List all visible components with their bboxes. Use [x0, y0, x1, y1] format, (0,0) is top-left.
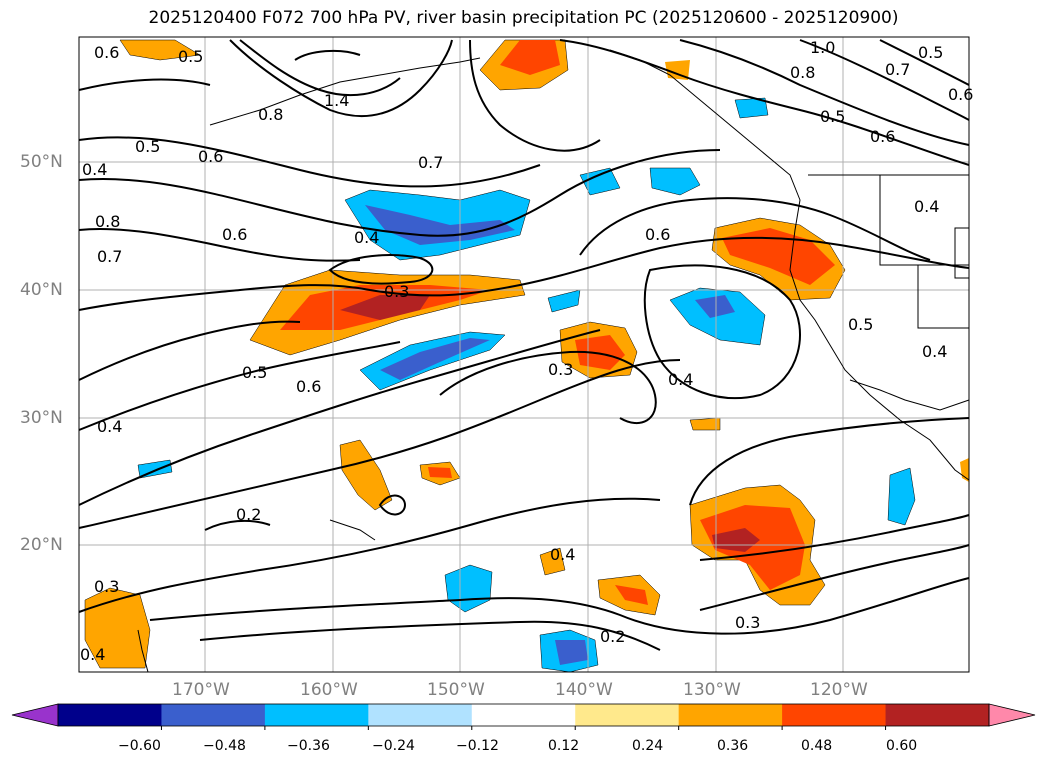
- contour-label: 0.4: [354, 228, 379, 247]
- contour-label: 0.6: [296, 377, 321, 396]
- contour-label: 0.3: [735, 613, 760, 632]
- contour-label: 0.8: [258, 105, 283, 124]
- precip-area: [712, 528, 760, 552]
- contour-label: 0.6: [198, 147, 223, 166]
- colorbar-tick-label: 0.24: [632, 738, 664, 754]
- contour-label: 0.2: [236, 505, 261, 524]
- contour-label: 0.5: [848, 315, 873, 334]
- lon-label: 170°W: [172, 680, 230, 700]
- contour-label: 0.8: [790, 63, 815, 82]
- map-title: 2025120400 F072 700 hPa PV, river basin …: [148, 8, 899, 28]
- colorbar-segment: [264, 704, 369, 726]
- contour-label: 0.7: [97, 247, 122, 266]
- contour-label: 0.6: [948, 85, 973, 104]
- contour-label: 1.0: [810, 38, 835, 57]
- lat-label: 50°N: [20, 152, 63, 172]
- colorbar-extend-high: [988, 703, 1036, 727]
- colorbar-segment: [782, 704, 887, 726]
- precip-area: [615, 585, 648, 605]
- contour-label: 0.5: [135, 137, 160, 156]
- precip-area: [340, 295, 430, 320]
- lon-label: 130°W: [683, 680, 741, 700]
- contour-label: 0.8: [95, 212, 120, 231]
- lat-label: 20°N: [20, 535, 63, 555]
- contour-label: 0.6: [94, 43, 119, 62]
- contour-label: 0.3: [548, 360, 573, 379]
- contour-label: 1.4: [324, 91, 349, 110]
- colorbar-tick-label: −0.60: [118, 738, 161, 754]
- contour-label: 0.4: [80, 645, 105, 664]
- contour-labels: 0.6 0.5 1.0 0.8 0.7 0.5 0.6 1.4 0.8 0.5 …: [80, 38, 973, 664]
- contour-label: 0.4: [914, 197, 939, 216]
- lon-label: 140°W: [555, 680, 613, 700]
- lon-label: 120°W: [810, 680, 868, 700]
- precip-area: [428, 467, 452, 478]
- colorbar-segment: [575, 704, 680, 726]
- contour-label: 0.4: [550, 545, 575, 564]
- lon-label: 160°W: [300, 680, 358, 700]
- contour-label: 0.5: [242, 363, 267, 382]
- map-background: [79, 37, 969, 672]
- contour-label: 0.5: [178, 47, 203, 66]
- precip-area: [887, 467, 916, 526]
- precip-area: [539, 547, 566, 576]
- contour-label: 0.3: [384, 282, 409, 301]
- precip-area: [669, 287, 766, 346]
- precip-area: [84, 587, 151, 669]
- precip-area: [547, 289, 581, 313]
- colorbar-segment: [58, 704, 162, 726]
- colorbar-tick-label: −0.48: [203, 738, 246, 754]
- lat-label: 40°N: [20, 280, 63, 300]
- colorbar-segment: [885, 704, 990, 726]
- precip-area: [695, 295, 735, 318]
- precip-area: [700, 505, 805, 590]
- colorbar-tick-label: −0.12: [456, 738, 499, 754]
- colorbar: [11, 703, 1036, 730]
- precip-area: [500, 40, 560, 75]
- precip-area: [689, 417, 721, 431]
- precip-shading: [84, 39, 969, 673]
- precip-area: [722, 228, 835, 285]
- colorbar-tick-label: 0.36: [717, 738, 749, 754]
- contour-label: 0.7: [885, 60, 910, 79]
- precip-area: [555, 640, 588, 665]
- colorbar-tick-label: 0.12: [548, 738, 580, 754]
- precip-area: [365, 205, 515, 245]
- contour-label: 0.6: [870, 127, 895, 146]
- precip-area: [960, 458, 969, 482]
- precip-area: [119, 39, 201, 61]
- colorbar-tick-label: −0.24: [372, 738, 415, 754]
- map-frame: [78, 36, 970, 673]
- colorbar-segment: [471, 704, 576, 726]
- contour-label: 0.4: [668, 370, 693, 389]
- precip-area: [665, 60, 690, 80]
- colorbar-extend-low: [11, 703, 59, 727]
- colorbar-segment: [368, 704, 473, 726]
- contour-label: 0.7: [418, 153, 443, 172]
- lat-label: 30°N: [20, 408, 63, 428]
- colorbar-segment: [161, 704, 266, 726]
- contour-label: 0.3: [94, 577, 119, 596]
- contour-label: 0.6: [645, 225, 670, 244]
- colorbar-tick-label: 0.60: [886, 738, 918, 754]
- contour-label: 0.4: [97, 417, 122, 436]
- contour-label: 0.5: [918, 43, 943, 62]
- precip-area: [339, 439, 393, 511]
- pv-contours: [78, 39, 970, 651]
- colorbar-segment: [678, 704, 783, 726]
- contour-label: 0.5: [820, 107, 845, 126]
- colorbar-tick-label: −0.36: [287, 738, 330, 754]
- precip-area: [380, 338, 490, 380]
- precip-area: [649, 167, 701, 196]
- coastlines: [137, 49, 970, 673]
- contour-label: 0.6: [222, 225, 247, 244]
- colorbar-tick-label: 0.48: [801, 738, 833, 754]
- lon-label: 150°W: [427, 680, 485, 700]
- contour-label: 0.4: [82, 160, 107, 179]
- contour-label: 0.2: [600, 627, 625, 646]
- colorbar-frame: [57, 703, 990, 727]
- precip-area: [579, 167, 621, 196]
- contour-label: 0.4: [922, 342, 947, 361]
